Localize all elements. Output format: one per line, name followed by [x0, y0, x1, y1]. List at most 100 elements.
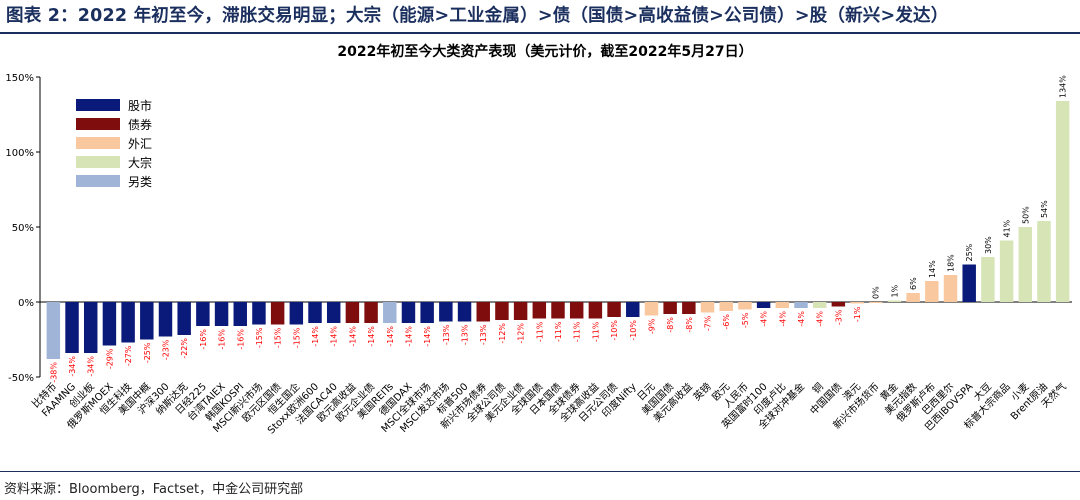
data-label: -8%: [685, 317, 694, 333]
data-label: -14%: [423, 326, 432, 347]
bar: [158, 302, 173, 337]
bar: [383, 302, 397, 323]
data-label: -16%: [218, 329, 227, 350]
legend-label: 股市: [128, 98, 152, 113]
bar: [1055, 101, 1070, 302]
y-tick-label: 150%: [5, 73, 34, 84]
bar: [345, 302, 360, 323]
bar: [981, 257, 995, 302]
bar: [887, 300, 902, 302]
data-label: -10%: [629, 320, 638, 341]
y-tick-label: -50%: [8, 373, 34, 384]
data-label: 25%: [965, 243, 974, 261]
data-label: -38%: [49, 362, 58, 383]
bar: [457, 302, 472, 322]
data-label: -14%: [330, 326, 339, 347]
bar: [962, 264, 976, 302]
bar: [831, 302, 846, 307]
bar: [812, 302, 827, 308]
legend-swatch: [76, 175, 120, 187]
legend-label: 外汇: [128, 137, 152, 151]
bar: [850, 302, 864, 304]
y-tick-label: 50%: [12, 223, 34, 234]
legend-label: 另类: [128, 175, 152, 189]
data-label: 41%: [1003, 219, 1012, 237]
bar: [46, 302, 61, 359]
bar: [756, 302, 771, 308]
data-label: -3%: [834, 309, 843, 325]
data-label: 50%: [1021, 206, 1030, 224]
bar: [140, 302, 154, 340]
data-label: -14%: [348, 326, 357, 347]
bar: [700, 302, 715, 313]
data-label: -16%: [199, 329, 208, 350]
data-label: -4%: [816, 311, 825, 327]
data-label: -8%: [666, 317, 675, 333]
data-label: 54%: [1040, 200, 1049, 218]
bar: [999, 240, 1014, 302]
legend-label: 债券: [128, 117, 152, 132]
data-label: -4%: [760, 311, 769, 327]
bar: [794, 302, 808, 308]
bar: [270, 302, 285, 325]
data-label: -5%: [741, 312, 750, 328]
bars: -38%比特币-34%FAAMNG-34%创业板-29%俄罗斯MOEX-27%恒…: [30, 75, 1070, 437]
bar: [551, 302, 565, 319]
legend-label: 大宗: [128, 155, 152, 170]
bar: [401, 302, 416, 323]
bar: [476, 302, 490, 322]
bar: [607, 302, 621, 317]
data-label: -4%: [778, 311, 787, 327]
bar: [121, 302, 135, 343]
data-label: 134%: [1059, 75, 1068, 98]
bar: [626, 302, 640, 317]
data-label: -14%: [311, 326, 320, 347]
data-label: 1%: [890, 284, 899, 297]
category-label: 英镑: [690, 380, 713, 403]
bar: [513, 302, 528, 320]
data-label: -15%: [292, 327, 301, 348]
bar: [196, 302, 210, 326]
data-label: -34%: [87, 356, 96, 377]
data-label: -4%: [797, 311, 806, 327]
data-label: -10%: [610, 320, 619, 341]
data-label: -15%: [255, 327, 264, 348]
legend-swatch: [76, 156, 120, 168]
data-label: 14%: [928, 260, 937, 278]
data-label: -12%: [498, 323, 507, 344]
bar: [644, 302, 659, 316]
title-rule: [0, 32, 1080, 34]
bar: [420, 302, 434, 323]
figure-title: 图表 2：2022 年初至今，滞胀交易明显；大宗（能源>工业金属）>债（国债>高…: [6, 6, 949, 26]
data-label: -1%: [853, 306, 862, 322]
data-label: -14%: [386, 326, 395, 347]
data-label: -22%: [180, 338, 189, 359]
bar: [308, 302, 322, 323]
bar: [682, 302, 696, 314]
bar: [214, 302, 229, 326]
data-label: 0%: [872, 286, 881, 299]
bar: [102, 302, 117, 346]
bar: [177, 302, 191, 335]
bar: [83, 302, 98, 353]
bar: [1018, 227, 1033, 302]
bar: [925, 281, 939, 302]
bar-chart: 2022年初至今大类资产表现（美元计价，截至2022年5月27日） -50% 0%…: [5, 43, 1072, 437]
bar: [439, 302, 453, 322]
data-label: -11%: [554, 321, 563, 342]
bar: [65, 302, 79, 353]
data-label: -11%: [573, 321, 582, 342]
y-tick-label: 0%: [18, 298, 34, 309]
bar: [289, 302, 304, 325]
bar: [719, 302, 733, 311]
bar: [1037, 221, 1051, 302]
data-label: -6%: [722, 314, 731, 330]
data-label: -13%: [461, 324, 470, 345]
source-note: 资料来源：Bloomberg，Factset，中金公司研究部: [4, 482, 304, 497]
bar: [869, 302, 883, 303]
data-label: -15%: [274, 327, 283, 348]
bar: [495, 302, 509, 320]
bar: [775, 302, 790, 308]
chart-title: 2022年初至今大类资产表现（美元计价，截至2022年5月27日）: [337, 43, 752, 60]
